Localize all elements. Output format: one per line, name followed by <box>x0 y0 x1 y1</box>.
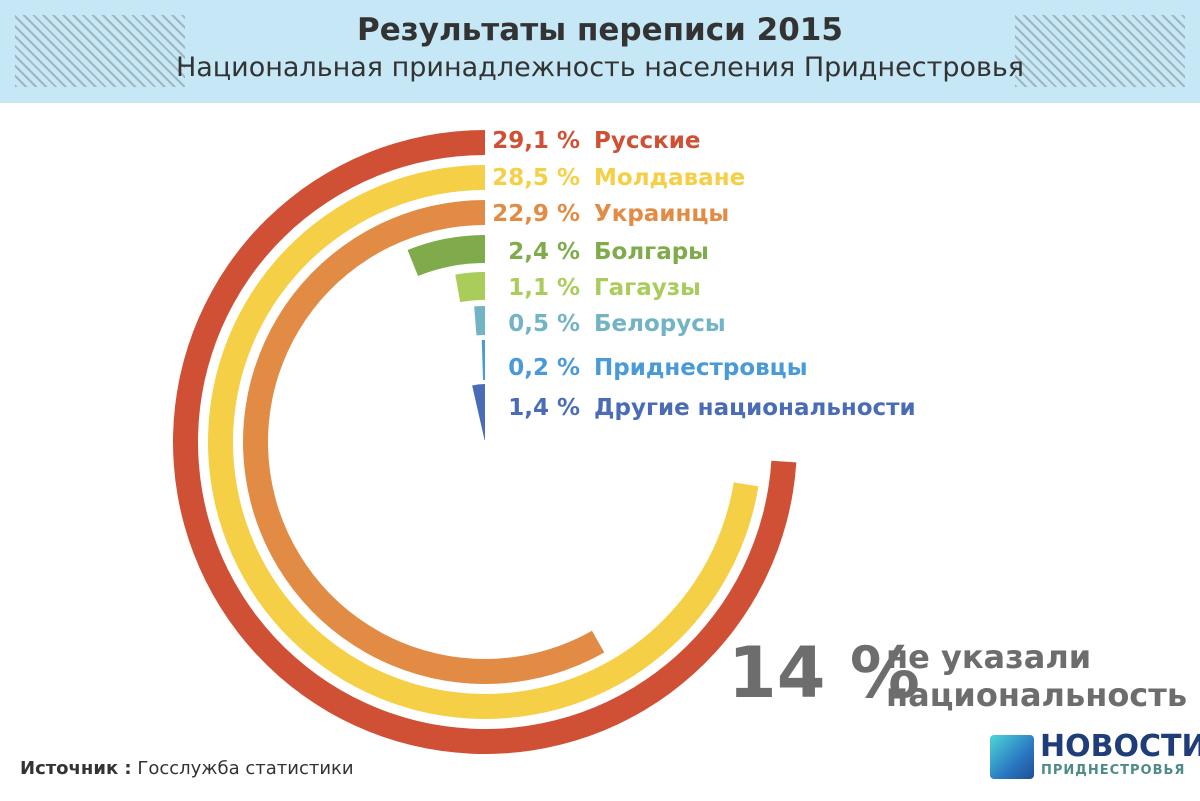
legend-label: 22,9 % Украинцы <box>490 201 729 227</box>
legend-label: 28,5 % Молдаване <box>490 165 745 191</box>
note-value: 14 % <box>728 632 920 714</box>
note-line1: не указали <box>886 638 1092 676</box>
logo-line2: ПРИДНЕСТРОВЬЯ <box>1041 763 1186 778</box>
category-label: Русские <box>594 128 701 154</box>
value-label: 2,4 % <box>508 239 580 265</box>
value-label: 28,5 % <box>492 165 580 191</box>
value-label: 29,1 % <box>492 128 580 154</box>
category-label: Белорусы <box>594 311 726 337</box>
legend-label: 0,5 % Белорусы <box>490 311 726 337</box>
hatch-decoration <box>15 15 185 87</box>
legend-label: 1,1 % Гагаузы <box>490 275 701 301</box>
value-label: 1,1 % <box>508 275 580 301</box>
category-label: Украинцы <box>594 201 730 227</box>
source-label: Источник : <box>20 758 132 779</box>
legend-label: 1,4 % Другие национальности <box>490 395 916 421</box>
category-label: Другие национальности <box>594 395 916 421</box>
legend-label: 2,4 % Болгары <box>490 239 709 265</box>
hatch-decoration <box>1015 15 1185 87</box>
legend-label: 0,2 % Приднестровцы <box>490 355 808 381</box>
category-label: Болгары <box>594 239 709 265</box>
logo-line1: НОВОСТИ <box>1040 729 1200 764</box>
value-label: 0,5 % <box>508 311 580 337</box>
category-label: Молдаване <box>594 165 746 191</box>
category-label: Гагаузы <box>594 275 701 301</box>
chart-subtitle: Национальная принадлежность населения Пр… <box>175 52 1025 83</box>
source: Источник : Госслужба статистики <box>20 758 354 779</box>
category-label: Приднестровцы <box>594 355 808 381</box>
chart-title: Результаты переписи 2015 <box>357 12 843 48</box>
bar-4 <box>455 272 485 303</box>
header-band: Результаты переписи 2015 Национальная пр… <box>0 0 1200 103</box>
value-label: 22,9 % <box>492 201 580 227</box>
legend-label: 29,1 % Русские <box>490 128 700 154</box>
note-line2: национальность <box>886 676 1188 714</box>
logo-icon <box>990 735 1034 779</box>
bar-5 <box>474 306 485 336</box>
bar-3 <box>407 235 485 276</box>
note-text: не указали национальность <box>886 638 1187 714</box>
logo: НОВОСТИ ПРИДНЕСТРОВЬЯ <box>990 729 1200 781</box>
bar-6 <box>481 340 485 381</box>
value-label: 1,4 % <box>508 395 580 421</box>
bar-7 <box>472 384 485 441</box>
source-text: Госслужба статистики <box>137 758 354 779</box>
value-label: 0,2 % <box>508 355 580 381</box>
